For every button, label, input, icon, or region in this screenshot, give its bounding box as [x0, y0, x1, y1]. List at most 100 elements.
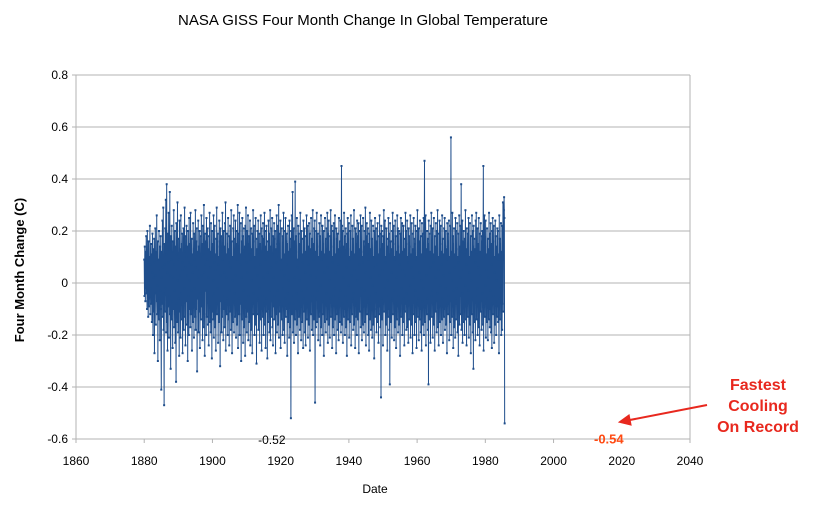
data-point: [210, 295, 213, 297]
data-point: [422, 287, 425, 290]
data-point: [472, 245, 475, 248]
data-point: [268, 289, 271, 292]
data-point: [329, 209, 332, 212]
data-point: [302, 347, 305, 349]
data-point: [239, 263, 242, 266]
data-point: [364, 344, 367, 347]
data-point: [358, 230, 361, 232]
data-point: [275, 331, 278, 334]
data-point: [251, 302, 254, 305]
data-point: [494, 235, 497, 238]
data-point: [273, 295, 276, 297]
data-point: [305, 318, 308, 321]
data-point: [286, 354, 289, 357]
data-point: [475, 318, 478, 321]
data-point: [475, 253, 478, 256]
data-point: [390, 248, 393, 251]
data-point: [290, 214, 293, 217]
data-point: [168, 295, 171, 297]
data-point: [499, 287, 502, 290]
data-point: [195, 227, 198, 230]
data-point: [337, 217, 340, 219]
data-point: [264, 230, 267, 232]
data-point: [434, 276, 437, 279]
data-point: [284, 297, 287, 300]
data-point: [392, 243, 395, 245]
data-point: [501, 328, 504, 331]
data-point: [248, 253, 251, 256]
data-point: [458, 245, 461, 248]
data-point: [207, 248, 210, 251]
data-point: [455, 248, 458, 251]
data-point: [392, 224, 395, 227]
data-point: [347, 248, 350, 251]
data-point: [459, 313, 462, 316]
data-point: [370, 219, 373, 222]
data-point: [472, 224, 475, 227]
data-point: [384, 334, 387, 336]
data-point: [251, 352, 254, 355]
data-point: [376, 300, 379, 303]
data-point: [336, 328, 339, 331]
data-point: [230, 305, 233, 308]
data-point: [281, 235, 284, 238]
data-point: [253, 224, 256, 227]
data-point: [360, 224, 363, 227]
data-point: [375, 240, 378, 243]
data-point: [366, 227, 369, 230]
data-point: [320, 326, 323, 329]
data-point: [379, 248, 382, 251]
data-point: [280, 318, 283, 321]
data-point: [330, 305, 333, 308]
data-point: [493, 271, 496, 274]
data-point: [191, 253, 194, 256]
data-point: [202, 300, 205, 303]
data-point: [412, 295, 415, 297]
x-tick-label: 2020: [608, 454, 635, 468]
data-point: [220, 250, 223, 253]
data-point: [372, 256, 375, 258]
data-point: [164, 227, 167, 230]
data-point: [438, 321, 441, 323]
data-point: [441, 214, 444, 217]
data-point: [144, 271, 147, 274]
data-point: [160, 276, 163, 279]
data-point: [250, 328, 253, 331]
data-point: [375, 227, 378, 230]
data-point: [478, 344, 481, 347]
data-point: [175, 380, 178, 383]
data-point: [403, 237, 406, 240]
chart-title: NASA GISS Four Month Change In Global Te…: [178, 12, 548, 29]
data-point: [148, 256, 151, 258]
series-line: [143, 136, 506, 424]
data-point: [410, 222, 413, 225]
data-point: [362, 217, 365, 219]
data-point: [461, 219, 464, 222]
data-point: [353, 209, 356, 212]
data-point: [266, 250, 269, 253]
data-point: [400, 315, 403, 318]
data-point: [477, 326, 480, 329]
data-point: [335, 237, 338, 240]
data-point: [462, 321, 465, 323]
data-point: [402, 224, 405, 227]
x-axis: 1860 1880 1900 1920 1940 1960 1980 2000 2020 2040: [63, 439, 704, 468]
data-point: [185, 323, 188, 326]
data-point: [319, 284, 322, 287]
data-point: [320, 214, 323, 217]
data-point: [250, 248, 253, 251]
data-point: [436, 248, 439, 251]
data-point: [397, 230, 400, 232]
data-point: [368, 211, 371, 214]
data-point: [266, 357, 269, 360]
data-point: [344, 227, 347, 230]
data-point: [241, 318, 244, 321]
data-point: [298, 243, 301, 245]
data-point: [390, 336, 393, 339]
data-point: [197, 331, 200, 334]
data-point: [300, 237, 303, 240]
data-point: [165, 321, 168, 323]
data-point: [466, 315, 469, 318]
data-point: [190, 349, 193, 352]
data-point: [447, 313, 450, 316]
